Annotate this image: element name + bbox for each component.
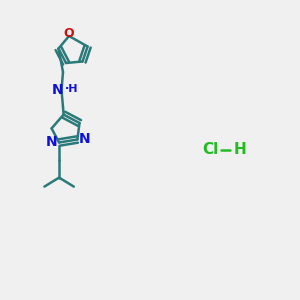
Text: N: N [52,83,63,97]
Text: H: H [234,142,246,158]
Text: N: N [79,132,91,146]
Text: Cl: Cl [202,142,218,158]
Text: ·H: ·H [65,84,78,94]
Text: N: N [46,135,57,149]
Text: O: O [64,27,74,40]
